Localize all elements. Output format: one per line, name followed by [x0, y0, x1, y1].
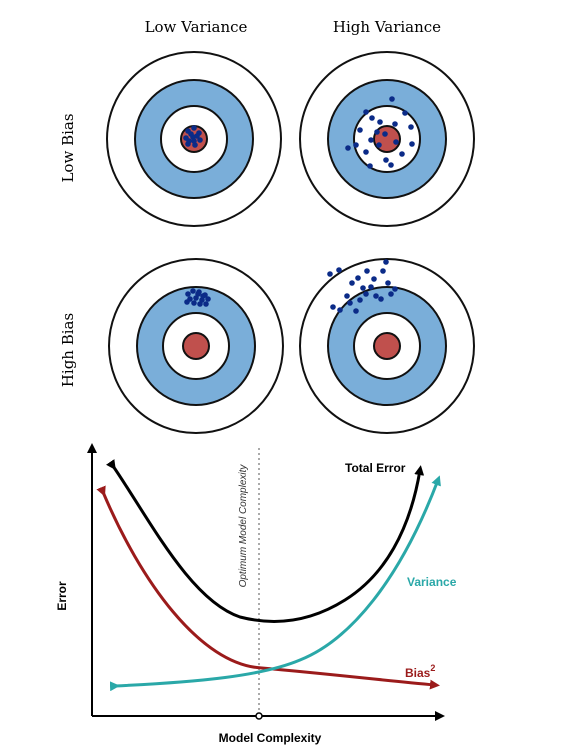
hit-dot: [363, 109, 369, 115]
hit-dot: [330, 304, 336, 310]
hit-dot: [195, 291, 201, 297]
hit-dot: [344, 293, 350, 299]
x-axis-label: Model Complexity: [219, 731, 322, 745]
col-label-high-variance: High Variance: [333, 18, 441, 36]
hit-dot: [205, 296, 211, 302]
col-label-low-variance: Low Variance: [145, 18, 248, 36]
hit-dot: [409, 141, 415, 147]
hit-dot: [345, 145, 351, 151]
hit-dot: [364, 268, 370, 274]
bias-label-text: Bias: [405, 666, 431, 680]
hit-dot: [200, 293, 206, 299]
hit-dot: [186, 138, 192, 144]
target-low-bias-low-variance: [106, 51, 282, 227]
hit-dots: [345, 96, 415, 169]
hit-dot: [369, 115, 375, 121]
hit-dot: [371, 276, 377, 282]
y-axis-label: Error: [55, 581, 69, 611]
hit-dot: [388, 162, 394, 168]
bias-label-superscript: 2: [430, 663, 435, 673]
hit-dot: [191, 125, 197, 131]
hit-dot: [388, 291, 394, 297]
hit-dot: [380, 268, 386, 274]
hit-dot: [368, 137, 374, 143]
hit-dot: [392, 286, 398, 292]
hit-dot: [191, 138, 197, 144]
hit-dot: [185, 291, 191, 297]
optimum-label: Optimum Model Complexity: [238, 464, 249, 588]
hit-dot: [408, 124, 414, 130]
hit-dot: [349, 280, 355, 286]
hit-dot: [188, 131, 194, 137]
hit-dot: [197, 137, 203, 143]
target-bullseye: [373, 332, 401, 360]
hit-dot: [367, 163, 373, 169]
hit-dot: [402, 110, 408, 116]
hit-dot: [376, 142, 382, 148]
hit-dot: [363, 291, 369, 297]
hit-dot: [191, 300, 197, 306]
hit-dot: [360, 285, 366, 291]
hit-dot: [353, 308, 359, 314]
hit-dot: [382, 131, 388, 137]
hit-dot: [399, 151, 405, 157]
hit-dot: [383, 259, 389, 265]
bias-curve: [96, 485, 440, 690]
row-label-high-bias: High Bias: [59, 313, 77, 387]
hit-dot: [383, 157, 389, 163]
hit-dot: [357, 297, 363, 303]
hit-dot: [392, 121, 398, 127]
hit-dot: [363, 149, 369, 155]
bias-label: Bias2: [405, 663, 435, 680]
hit-dot: [203, 301, 209, 307]
hit-dot: [378, 296, 384, 302]
hit-dot: [368, 284, 374, 290]
hit-dot: [374, 129, 380, 135]
hit-dots: [184, 288, 211, 307]
hit-dot: [355, 275, 361, 281]
hit-dot: [190, 288, 196, 294]
variance-label: Variance: [407, 575, 457, 589]
error-plot: Optimum Model Complexity Total Error Var…: [55, 443, 457, 745]
hit-dot: [389, 96, 395, 102]
target-bullseye: [182, 332, 210, 360]
target-high-bias-low-variance: [108, 258, 284, 434]
hit-dot: [385, 280, 391, 286]
target-low-bias-high-variance: [299, 51, 475, 227]
hit-dot: [336, 267, 342, 273]
hit-dot: [377, 119, 383, 125]
hit-dot: [357, 127, 363, 133]
hit-dot: [347, 300, 353, 306]
variance-curve: [109, 475, 441, 692]
hit-dot: [194, 133, 200, 139]
target-high-bias-high-variance: [299, 258, 475, 434]
row-label-low-bias: Low Bias: [59, 113, 77, 182]
hit-dot: [353, 142, 359, 148]
hit-dot: [197, 301, 203, 307]
hit-dots: [327, 259, 398, 314]
hit-dot: [327, 271, 333, 277]
hit-dot: [337, 307, 343, 313]
hit-dot: [184, 299, 190, 305]
hit-dots: [183, 125, 203, 148]
optimum-marker: [255, 712, 263, 720]
total-error-label: Total Error: [345, 461, 406, 475]
hit-dot: [393, 139, 399, 145]
hit-dot: [373, 293, 379, 299]
